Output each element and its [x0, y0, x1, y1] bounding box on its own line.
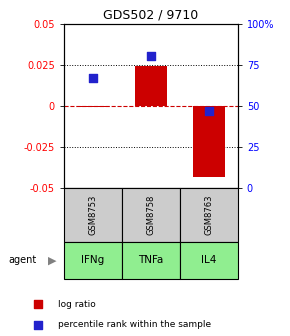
Text: TNFa: TNFa [138, 255, 164, 265]
Text: GSM8758: GSM8758 [146, 195, 155, 235]
Point [148, 54, 153, 59]
Bar [64, 242, 122, 279]
Point [206, 108, 211, 114]
Bar [64, 188, 122, 242]
Bar [180, 242, 238, 279]
Bar [122, 242, 180, 279]
Text: IFNg: IFNg [81, 255, 104, 265]
Text: ▶: ▶ [48, 255, 57, 265]
Point [90, 75, 95, 81]
Text: percentile rank within the sample: percentile rank within the sample [58, 320, 211, 329]
Bar [122, 188, 180, 242]
Text: GSM8763: GSM8763 [204, 195, 213, 235]
Text: IL4: IL4 [201, 255, 217, 265]
Text: GDS502 / 9710: GDS502 / 9710 [103, 8, 198, 22]
Bar [135, 66, 167, 106]
Text: log ratio: log ratio [58, 300, 96, 309]
Bar [77, 106, 109, 108]
Bar [180, 188, 238, 242]
Text: GSM8753: GSM8753 [88, 195, 97, 235]
Text: agent: agent [9, 255, 37, 265]
Bar [193, 106, 225, 177]
